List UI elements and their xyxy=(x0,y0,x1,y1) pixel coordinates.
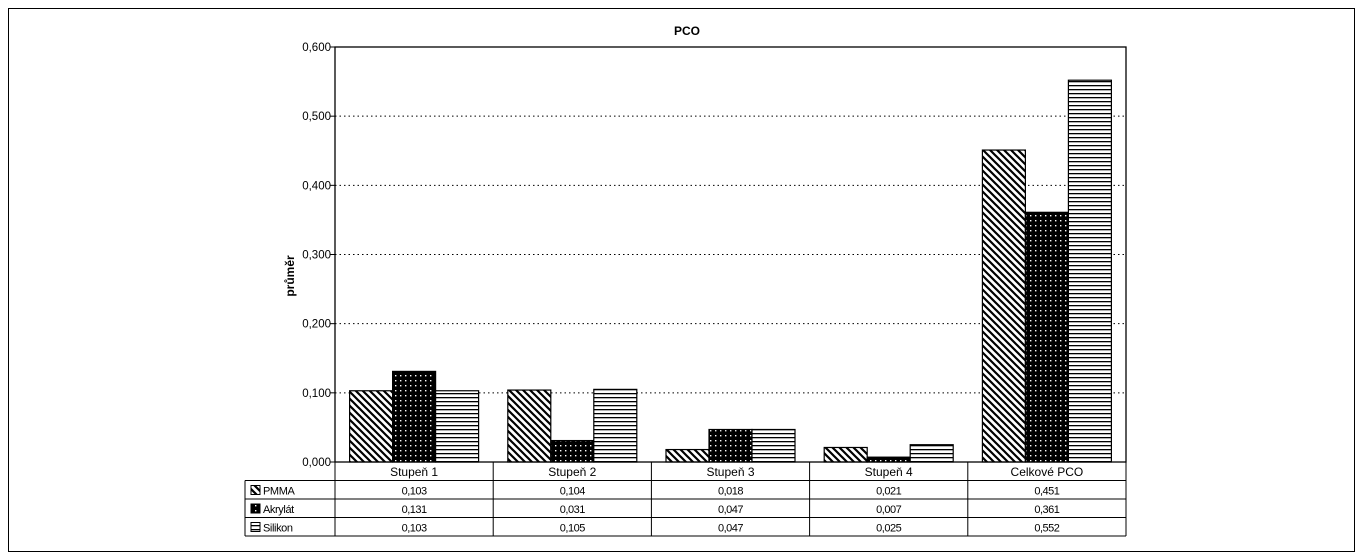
bar-akrylát-3 xyxy=(708,428,753,463)
data-cell: 0,021 xyxy=(876,486,901,498)
chart-svg: PCO průměr 0,000 0,100 0,200 0,300 0,400 0,50… xyxy=(244,24,1127,537)
data-cell: 0,105 xyxy=(560,523,585,535)
y-axis-ticks: 0,000 0,100 0,200 0,300 0,400 0,500 0,600 xyxy=(302,42,335,469)
data-cell: 0,104 xyxy=(560,486,585,498)
data-cell: 0,025 xyxy=(876,523,901,535)
bar-pmma-4 xyxy=(823,446,868,463)
bar-pmma-1 xyxy=(349,390,394,463)
bar-akrylát-5 xyxy=(1024,211,1070,463)
category-label: Stupeň 4 xyxy=(865,465,913,479)
data-cell: 0,552 xyxy=(1034,523,1059,535)
bars xyxy=(349,79,1113,463)
data-cell: 0,103 xyxy=(402,523,427,535)
legend-row-silikon: Silikon 0,103 0,105 0,047 0,025 0,552 xyxy=(250,522,1060,535)
category-label: Stupeň 2 xyxy=(548,465,596,479)
y-tick-label: 0,200 xyxy=(302,319,331,331)
data-cell: 0,131 xyxy=(402,504,427,516)
legend-swatch xyxy=(250,485,261,495)
bar-silikon-2 xyxy=(593,388,638,463)
y-tick-label: 0,300 xyxy=(302,250,331,262)
bar-silikon-1 xyxy=(435,390,480,463)
category-label: Stupeň 1 xyxy=(390,465,438,479)
bar-akrylát-2 xyxy=(550,439,595,463)
y-tick-label: 0,600 xyxy=(302,42,331,54)
y-tick-label: 0,400 xyxy=(302,180,331,192)
bar-pmma-2 xyxy=(507,389,552,463)
bar-pmma-3 xyxy=(665,448,710,463)
data-cell: 0,361 xyxy=(1034,504,1059,516)
data-cell: 0,031 xyxy=(560,504,585,516)
data-table: Stupeň 1 Stupeň 2 Stupeň 3 Stupeň 4 Celkové … xyxy=(244,462,1127,537)
legend-row-pmma: PMMA 0,103 0,104 0,018 0,021 0,451 xyxy=(250,485,1060,498)
legend-row-akrylát: Akrylát 0,131 0,031 0,047 0,007 0,361 xyxy=(250,503,1060,516)
plot-area xyxy=(334,46,1127,463)
chart-frame: PCO průměr 0,000 0,100 0,200 0,300 0,400 0,50… xyxy=(8,8,1355,552)
data-cell: 0,103 xyxy=(402,486,427,498)
legend-label: Silikon xyxy=(263,523,293,535)
y-axis-label: průměr xyxy=(283,255,297,297)
bar-akrylát-1 xyxy=(392,370,437,463)
data-cell: 0,047 xyxy=(718,523,743,535)
y-tick-label: 0,500 xyxy=(302,111,331,123)
data-cell: 0,047 xyxy=(718,504,743,516)
legend-swatch xyxy=(250,503,261,514)
category-label: Stupeň 3 xyxy=(706,465,754,479)
legend-label: PMMA xyxy=(263,486,295,498)
category-label: Celkové PCO xyxy=(1011,465,1084,479)
bar-silikon-5 xyxy=(1067,79,1113,463)
y-tick-label: 0,100 xyxy=(302,388,331,400)
legend-swatch xyxy=(250,522,261,532)
data-cell: 0,451 xyxy=(1034,486,1059,498)
bar-akrylát-4 xyxy=(866,456,911,463)
data-cell: 0,018 xyxy=(718,486,743,498)
legend-label: Akrylát xyxy=(263,504,294,516)
axes xyxy=(334,46,1127,463)
bar-silikon-3 xyxy=(751,428,796,463)
y-tick-label: 0,000 xyxy=(302,457,331,469)
bar-pmma-5 xyxy=(981,149,1027,463)
data-cell: 0,007 xyxy=(876,504,901,516)
bar-silikon-4 xyxy=(909,444,954,463)
chart-title: PCO xyxy=(674,24,700,38)
